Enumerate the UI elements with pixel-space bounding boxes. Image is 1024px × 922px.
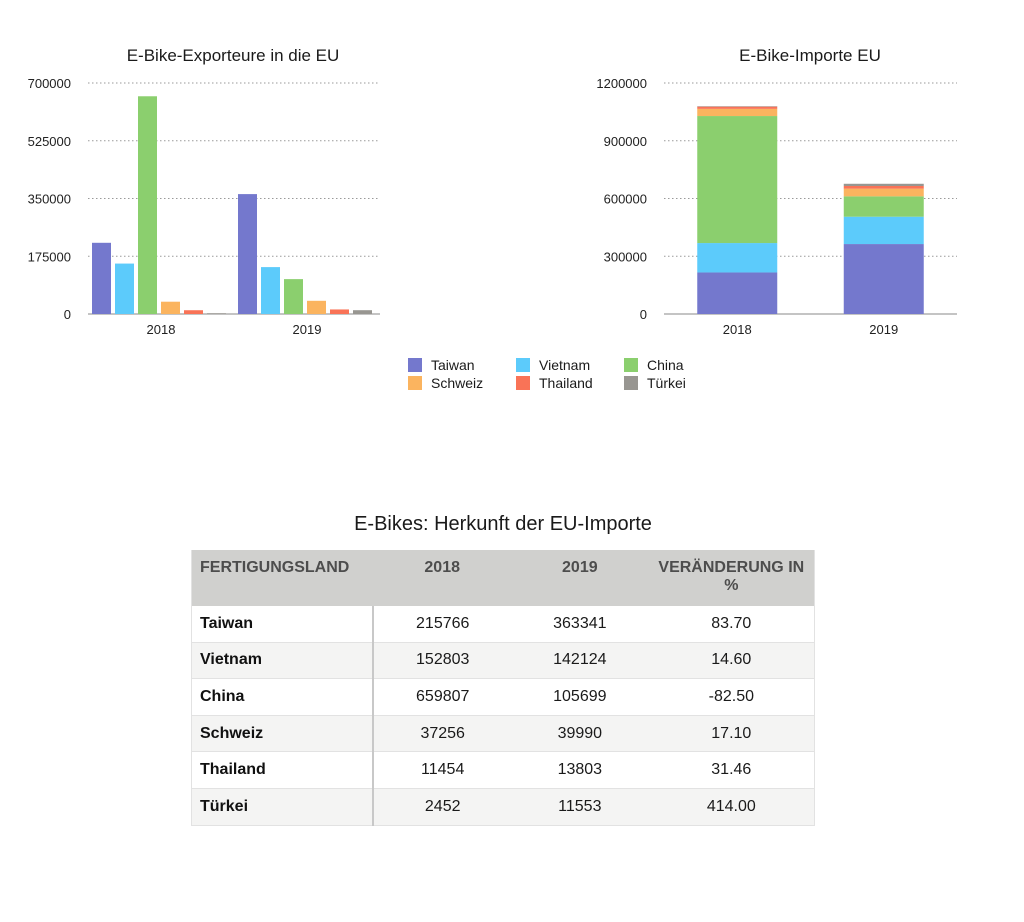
cell-change: 83.70 <box>648 606 815 643</box>
table-row: Thailand 11454 13803 31.46 <box>191 751 815 789</box>
stack-türkei-2019 <box>843 183 924 186</box>
bar-thailand-2019 <box>330 309 349 314</box>
y-tick-label: 525000 <box>28 134 71 149</box>
cell-country: Taiwan <box>191 606 375 643</box>
cell-country: China <box>191 678 375 716</box>
legend-swatch <box>408 357 422 372</box>
table-row: Taiwan 215766 363341 83.70 <box>191 606 815 643</box>
legend-item: Türkei <box>624 374 724 391</box>
y-tick-label: 0 <box>640 307 647 322</box>
cell-2018: 37256 <box>373 715 512 753</box>
stack-schweiz-2019 <box>843 188 924 197</box>
header-change: VERÄNDERUNG IN % <box>648 550 815 606</box>
header-2018: 2018 <box>373 550 512 606</box>
cell-2019: 13803 <box>511 751 649 789</box>
legend-item: China <box>624 356 724 373</box>
y-tick-label: 350000 <box>28 192 71 207</box>
cell-change: -82.50 <box>648 678 815 716</box>
bar-taiwan-2019 <box>238 194 257 314</box>
cell-2019: 142124 <box>511 642 649 680</box>
cell-2019: 105699 <box>511 678 649 716</box>
legend-label: Vietnam <box>539 356 591 373</box>
legend-label: Thailand <box>539 374 593 391</box>
cell-2018: 152803 <box>373 642 512 680</box>
legend-swatch <box>624 375 638 390</box>
cell-2018: 659807 <box>373 678 512 716</box>
chart-legend: Taiwan Vietnam China Schweiz Thailand Türkei <box>408 356 728 391</box>
y-tick-label: 175000 <box>28 249 71 264</box>
stack-china-2018 <box>697 116 778 244</box>
legend-label: Schweiz <box>431 374 484 391</box>
cell-country: Thailand <box>191 751 375 789</box>
table-header-row: FERTIGUNGSLAND 2018 2019 VERÄNDERUNG IN … <box>191 550 815 606</box>
exporters-chart: E-Bike-Exporteure in die EU 0 175000 350000… <box>28 46 380 337</box>
bar-vietnam-2019 <box>261 267 280 314</box>
bar-taiwan-2018 <box>92 242 111 314</box>
bar-schweiz-2018 <box>161 301 180 314</box>
table-row: China 659807 105699 -82.50 <box>191 678 815 716</box>
stack-china-2019 <box>843 196 924 217</box>
legend-item: Thailand <box>516 374 624 391</box>
cell-2019: 11553 <box>511 788 649 826</box>
cell-2019: 363341 <box>511 606 649 643</box>
legend-swatch <box>624 357 638 372</box>
legend-item: Vietnam <box>516 356 624 373</box>
bar-türkei-2018 <box>207 313 226 314</box>
x-tick-label: 2018 <box>723 322 752 337</box>
legend-swatch <box>516 357 530 372</box>
bar-china-2019 <box>284 279 303 314</box>
table-title: E-Bikes: Herkunft der EU-Importe <box>354 513 652 535</box>
cell-change: 17.10 <box>648 715 815 753</box>
stack-taiwan-2018 <box>697 272 778 314</box>
legend-swatch <box>408 375 422 390</box>
bar-china-2018 <box>138 96 157 314</box>
y-tick-label: 1200000 <box>596 76 647 91</box>
chart-title: E-Bike-Exporteure in die EU <box>127 46 340 65</box>
table-row: Schweiz 37256 39990 17.10 <box>191 715 815 753</box>
y-tick-label: 900000 <box>604 134 647 149</box>
x-tick-label: 2019 <box>869 322 898 337</box>
legend-label: Türkei <box>647 374 686 391</box>
header-country: FERTIGUNGSLAND <box>191 550 374 606</box>
cell-2018: 11454 <box>373 751 512 789</box>
table-row: Vietnam 152803 142124 14.60 <box>191 642 815 680</box>
stack-taiwan-2019 <box>843 244 924 314</box>
chart-title: E-Bike-Importe EU <box>739 46 881 65</box>
legend-label: China <box>647 356 684 373</box>
cell-change: 14.60 <box>648 642 815 680</box>
bar-schweiz-2019 <box>307 300 326 314</box>
bar-türkei-2019 <box>353 310 372 314</box>
stack-vietnam-2019 <box>843 216 924 245</box>
cell-2018: 215766 <box>373 606 512 643</box>
y-tick-label: 0 <box>64 307 71 322</box>
legend-item: Taiwan <box>408 356 516 373</box>
cell-2018: 2452 <box>373 788 512 826</box>
bar-thailand-2018 <box>184 310 203 314</box>
imports-chart: E-Bike-Importe EU 0 300000 600000 900000 1200… <box>596 46 957 337</box>
table-row: Türkei 2452 11553 414.00 <box>191 788 815 826</box>
cell-country: Türkei <box>191 788 375 826</box>
stack-thailand-2019 <box>843 185 924 189</box>
legend-item: Schweiz <box>408 374 516 391</box>
stack-thailand-2018 <box>697 106 778 109</box>
cell-country: Vietnam <box>191 642 375 680</box>
x-tick-label: 2018 <box>147 322 176 337</box>
y-tick-label: 700000 <box>28 76 71 91</box>
x-tick-label: 2019 <box>293 322 322 337</box>
cell-country: Schweiz <box>191 715 375 753</box>
stack-vietnam-2018 <box>697 243 778 273</box>
header-2019: 2019 <box>511 550 649 606</box>
cell-change: 414.00 <box>648 788 815 826</box>
legend-label: Taiwan <box>431 356 475 373</box>
y-tick-label: 300000 <box>604 249 647 264</box>
bar-vietnam-2018 <box>115 263 134 314</box>
cell-change: 31.46 <box>648 751 815 789</box>
cell-2019: 39990 <box>511 715 649 753</box>
stack-schweiz-2018 <box>697 108 778 117</box>
origin-table: FERTIGUNGSLAND 2018 2019 VERÄNDERUNG IN … <box>191 550 815 826</box>
legend-swatch <box>516 375 530 390</box>
y-tick-label: 600000 <box>604 192 647 207</box>
